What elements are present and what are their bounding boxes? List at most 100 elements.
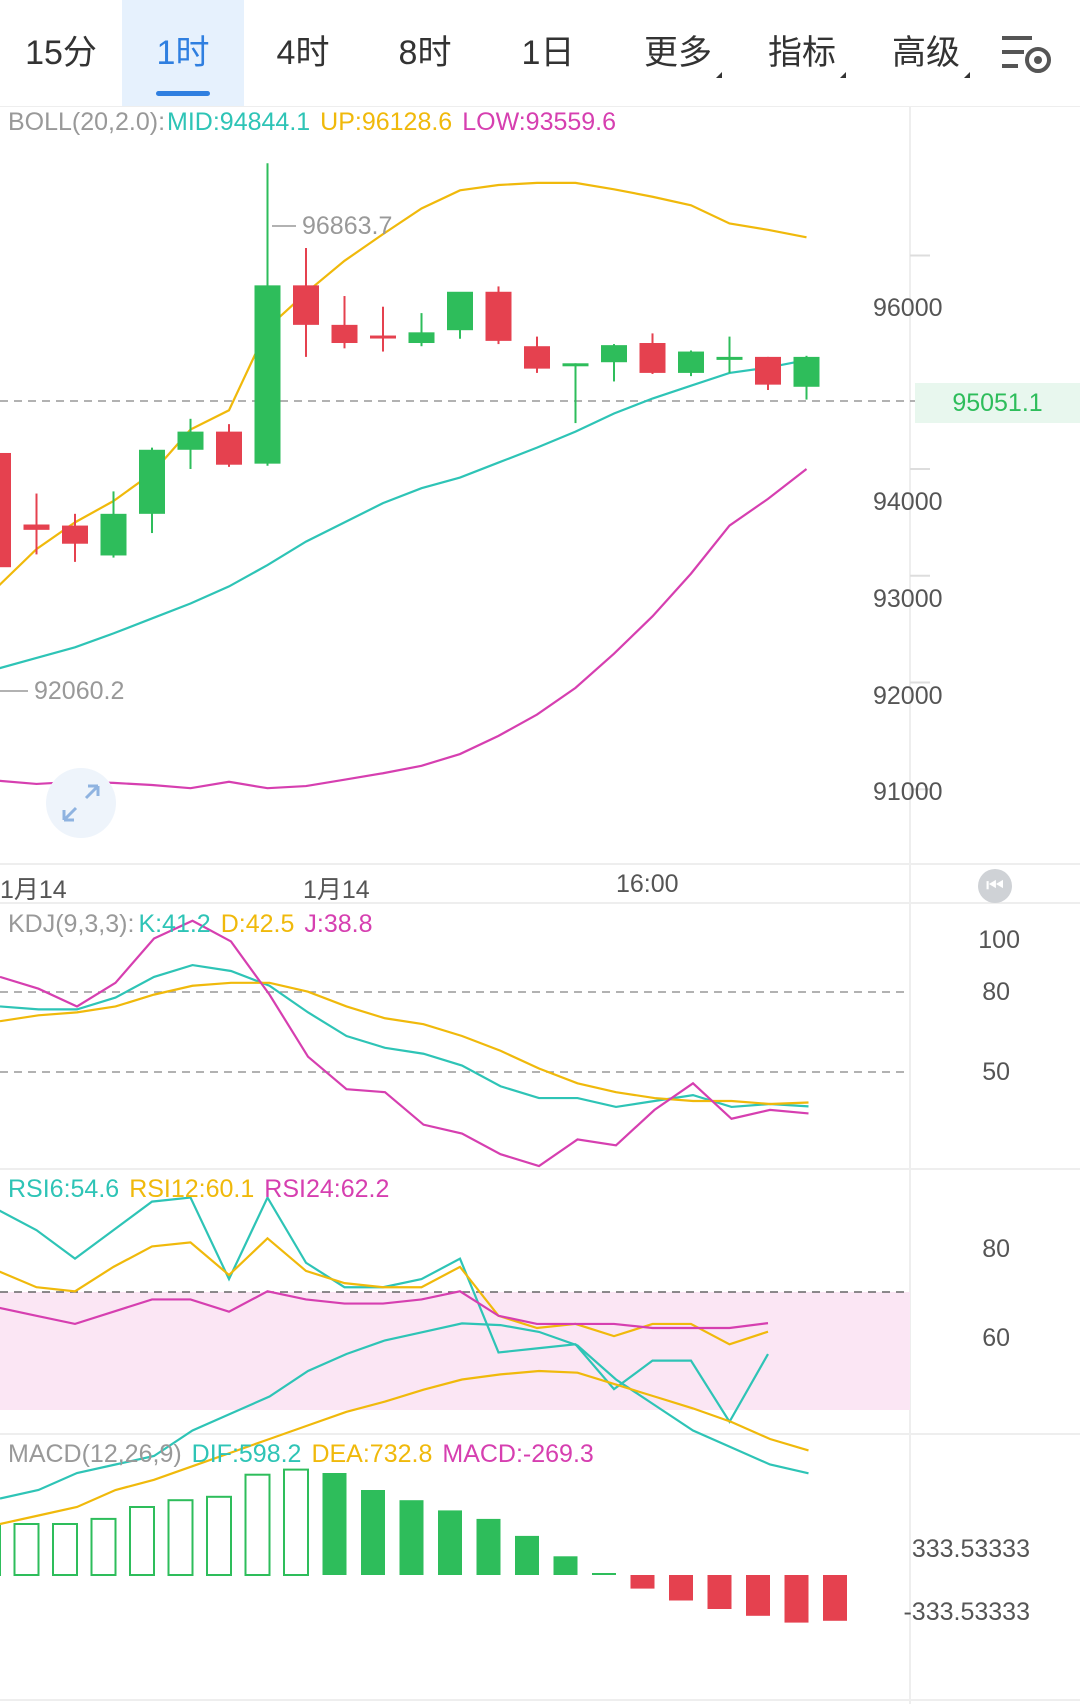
- macd-histogram-bar: [129, 1506, 155, 1576]
- macd-value: MACD:-269.3: [442, 1440, 594, 1468]
- macd-histogram-bar: [707, 1575, 732, 1609]
- candle-body: [216, 431, 242, 465]
- candle-body: [177, 431, 204, 450]
- tab-4hour[interactable]: 4时: [276, 34, 330, 72]
- macd-histogram-bar: [476, 1518, 501, 1575]
- macd-dif: DIF:598.2: [191, 1440, 302, 1468]
- macd-histogram-bar: [784, 1575, 809, 1623]
- macd-histogram-bar: [515, 1535, 539, 1575]
- macd-histogram-bar: [244, 1473, 271, 1576]
- macd-histogram-bar: [823, 1575, 847, 1621]
- macd-histogram-bar: [592, 1573, 616, 1575]
- macd-histogram-bar: [399, 1500, 424, 1575]
- boll-lower-line: [0, 468, 808, 790]
- tab-1hour[interactable]: 1时: [122, 0, 244, 106]
- kdj-axis-label: 50: [982, 1058, 1010, 1086]
- rsi-legend: RSI6:54.6 RSI12:60.1 RSI24:62.2: [8, 1175, 399, 1204]
- candle-body: [370, 335, 396, 339]
- macd-dea-line: [0, 1369, 809, 1526]
- dropdown-caret-icon: [716, 72, 722, 78]
- high-price-label: 96863.7: [302, 212, 393, 240]
- candle-body: [793, 356, 820, 387]
- macd-histogram-bar: [322, 1473, 347, 1575]
- candle-body: [678, 351, 704, 373]
- macd-axis-label: 333.53333: [911, 1535, 1030, 1563]
- macd-histogram-bar: [90, 1517, 117, 1577]
- candle-body: [23, 524, 50, 530]
- time-axis-label: 1月14: [303, 876, 370, 904]
- candle-body: [716, 356, 743, 360]
- price-axis-label: 92000: [873, 682, 943, 710]
- time-axis-label: 1月14: [0, 876, 67, 904]
- kdj-k: K:41.2: [138, 910, 211, 938]
- rsi6-value: RSI6:54.6: [8, 1175, 120, 1203]
- dropdown-caret-icon: [840, 72, 846, 78]
- tab-15min[interactable]: 15分: [25, 34, 97, 72]
- rsi12-value: RSI12:60.1: [129, 1175, 255, 1203]
- price-axis-label: 94000: [873, 488, 943, 516]
- kdj-axis-label: 80: [982, 978, 1010, 1006]
- kdj-name: KDJ(9,3,3):: [8, 910, 135, 938]
- rsi12-line: [0, 1236, 769, 1346]
- rsi-shaded-band: [0, 1292, 910, 1410]
- kdj-j-line: [0, 919, 809, 1168]
- candle-body: [524, 346, 550, 369]
- rsi24-value: RSI24:62.2: [264, 1175, 390, 1203]
- chart-settings-icon[interactable]: [1000, 30, 1052, 78]
- macd-histogram-bar: [746, 1575, 770, 1616]
- candle-body: [601, 345, 627, 363]
- candle-body: [62, 525, 88, 544]
- macd-dif-line: [0, 1322, 809, 1500]
- macd-histogram-bar: [283, 1468, 309, 1576]
- price-axis-label: 96000: [873, 294, 943, 322]
- price-axis-ticks: [910, 254, 930, 791]
- kdj-legend: KDJ(9,3,3): K:41.2 D:42.5 J:38.8: [8, 910, 383, 939]
- macd-legend: MACD(12,26,9) DIF:598.2 DEA:732.8 MACD:-269…: [8, 1440, 604, 1469]
- rsi24-line: [0, 1290, 769, 1330]
- candle-body: [139, 449, 165, 514]
- kdj-k-line: [0, 963, 809, 1109]
- macd-histogram-bar: [167, 1499, 194, 1576]
- tab-1day[interactable]: 1日: [521, 34, 575, 72]
- macd-histogram-bar: [630, 1575, 655, 1589]
- rsi-axis-label: 60: [982, 1324, 1010, 1352]
- candle-body: [639, 343, 666, 373]
- rsi-axis-label: 80: [982, 1235, 1010, 1263]
- expand-chart-button[interactable]: [46, 768, 116, 838]
- boll-low: LOW:93559.6: [462, 108, 617, 136]
- macd-histogram-bar: [52, 1523, 78, 1576]
- scroll-to-latest-button[interactable]: ⏮: [978, 869, 1012, 903]
- candle-body: [0, 452, 11, 568]
- kdj-j: J:38.8: [304, 910, 373, 938]
- tab-8hour[interactable]: 8时: [398, 34, 452, 72]
- kdj-d-line: [0, 981, 809, 1106]
- kdj-d: D:42.5: [220, 910, 295, 938]
- candle-body: [485, 291, 512, 341]
- macd-histogram-bar: [553, 1556, 578, 1575]
- macd-histogram-bar: [206, 1495, 232, 1577]
- kdj-axis-label: 100: [978, 926, 1020, 954]
- boll-mid-line: [0, 359, 807, 670]
- tab-more[interactable]: 更多: [628, 0, 738, 106]
- candle-body: [447, 291, 473, 331]
- boll-legend: BOLL(20,2.0):MID:94844.1 UP:96128.6 LOW:93…: [8, 108, 626, 137]
- macd-histogram-bar: [361, 1490, 385, 1575]
- macd-name: MACD(12,26,9): [8, 1440, 182, 1468]
- candle-body: [755, 356, 781, 385]
- low-price-label: 92060.2: [34, 677, 125, 705]
- macd-axis-label: -333.53333: [903, 1598, 1030, 1626]
- candle-body: [331, 324, 358, 344]
- candle-body: [293, 285, 319, 325]
- interval-tab-bar: 15分 1时 4时 8时 1日 更多 指标 高级: [0, 0, 1080, 107]
- macd-dea: DEA:732.8: [311, 1440, 433, 1468]
- candle-body: [408, 332, 435, 344]
- boll-name: BOLL(20,2.0):: [8, 108, 166, 136]
- back-to-start-icon: ⏮: [986, 875, 1004, 897]
- time-axis-label: 16:00: [616, 870, 679, 898]
- tab-indicators[interactable]: 指标: [752, 0, 862, 106]
- tab-advanced[interactable]: 高级: [876, 0, 986, 106]
- dropdown-caret-icon: [964, 72, 970, 78]
- boll-up: UP:96128.6: [320, 108, 453, 136]
- candle-body: [562, 363, 589, 367]
